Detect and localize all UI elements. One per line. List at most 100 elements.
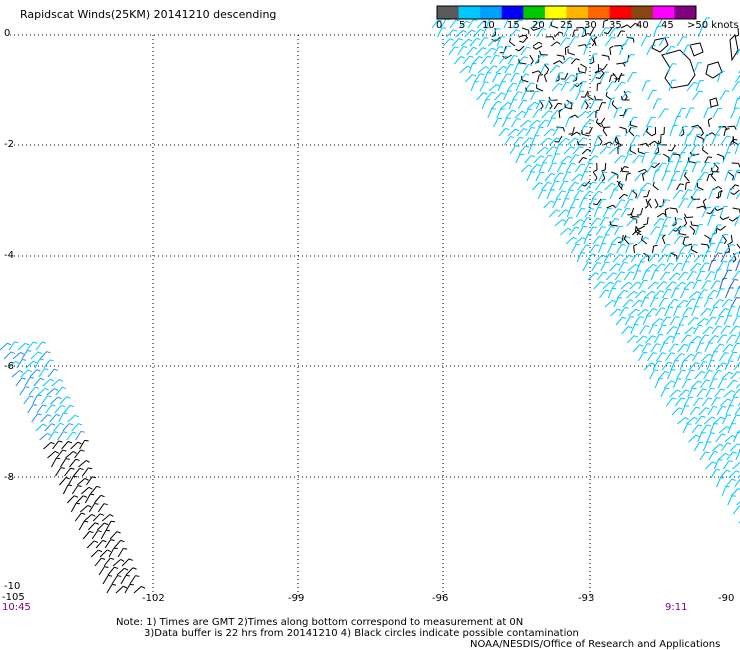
wind-barb bbox=[731, 414, 737, 425]
wind-barb bbox=[716, 207, 724, 211]
wind-barb bbox=[674, 353, 682, 362]
wind-barb-flag bbox=[46, 433, 51, 436]
wind-barb bbox=[562, 101, 571, 110]
wind-barb bbox=[635, 290, 643, 299]
wind-barb bbox=[522, 137, 530, 146]
wind-barb-flag bbox=[616, 263, 621, 266]
wind-barb-flag bbox=[678, 229, 680, 234]
wind-barb-flag bbox=[674, 298, 679, 301]
wind-barb bbox=[651, 318, 661, 326]
wind-barb-flag bbox=[523, 56, 528, 59]
wind-barb bbox=[535, 99, 542, 110]
wind-barb-flag bbox=[660, 133, 665, 136]
wind-barb bbox=[611, 208, 619, 218]
wind-barb bbox=[42, 378, 51, 387]
wind-barb-flag bbox=[513, 82, 518, 85]
legend-swatch bbox=[501, 6, 524, 19]
wind-barb-flag bbox=[80, 430, 85, 433]
wind-barb bbox=[623, 108, 627, 116]
wind-barb bbox=[620, 208, 627, 218]
wind-barb-flag bbox=[70, 467, 75, 470]
wind-barb-flag bbox=[497, 72, 502, 75]
wind-barb-flag bbox=[642, 290, 647, 293]
wind-barb bbox=[602, 129, 608, 137]
wind-barb-flag bbox=[595, 77, 600, 80]
wind-barb bbox=[581, 148, 588, 155]
wind-barb-flag bbox=[653, 244, 658, 247]
wind-barb-flag bbox=[539, 50, 542, 55]
wind-barb-flag bbox=[564, 103, 566, 108]
wind-barb bbox=[652, 170, 657, 182]
wind-barb-flag bbox=[135, 575, 140, 577]
wind-barb-flag bbox=[583, 137, 588, 140]
wind-barb bbox=[527, 144, 533, 155]
wind-barb bbox=[639, 254, 648, 263]
legend-swatch bbox=[458, 6, 481, 19]
wind-barb bbox=[681, 379, 688, 389]
wind-barb bbox=[621, 254, 630, 263]
wind-barb-flag bbox=[449, 38, 454, 41]
wind-barb bbox=[704, 342, 710, 353]
wind-barb bbox=[604, 182, 613, 191]
wind-barb bbox=[609, 263, 617, 272]
wind-barb bbox=[734, 215, 740, 227]
wind-barb bbox=[713, 459, 719, 470]
wind-barb-flag bbox=[592, 203, 598, 206]
wind-barb-flag bbox=[639, 344, 644, 347]
wind-barb-flag bbox=[654, 204, 659, 209]
wind-barb bbox=[626, 218, 635, 227]
wind-barb bbox=[544, 99, 550, 110]
wind-barb bbox=[664, 161, 670, 173]
wind-barb-flag bbox=[647, 182, 652, 185]
wind-barb bbox=[544, 173, 552, 182]
wind-barb bbox=[596, 271, 604, 281]
wind-barb-flag bbox=[27, 350, 32, 352]
wind-barb bbox=[492, 117, 499, 128]
wind-barb-flag bbox=[601, 178, 606, 182]
wind-barb-flag bbox=[634, 22, 640, 26]
wind-barb-flag bbox=[593, 169, 598, 173]
wind-barb-flag bbox=[458, 38, 463, 41]
wind-barb bbox=[717, 71, 722, 83]
wind-barb-flag bbox=[59, 422, 64, 426]
wind-barb bbox=[34, 358, 41, 369]
wind-barb bbox=[564, 189, 571, 200]
wind-barb bbox=[32, 394, 38, 405]
wind-barb-flag bbox=[674, 343, 679, 346]
wind-barb-flag bbox=[682, 281, 687, 285]
wind-barb-flag bbox=[538, 41, 543, 45]
wind-barb bbox=[646, 44, 653, 56]
wind-barb-flag bbox=[565, 45, 570, 49]
wind-barb-flag bbox=[507, 102, 512, 105]
lon-label: -102 bbox=[142, 593, 165, 604]
wind-barb bbox=[710, 175, 717, 182]
wind-barb-flag bbox=[576, 140, 580, 145]
wind-barb bbox=[448, 46, 456, 56]
wind-barb-flag bbox=[44, 368, 49, 371]
wind-barb bbox=[451, 38, 460, 47]
wind-barb bbox=[525, 127, 532, 137]
wind-barb bbox=[696, 388, 704, 398]
wind-barb-flag bbox=[720, 388, 725, 391]
wind-barb bbox=[710, 397, 718, 407]
wind-barb-flag bbox=[700, 254, 705, 257]
wind-barb bbox=[684, 327, 693, 335]
wind-barb bbox=[602, 63, 608, 70]
wind-barb-flag bbox=[538, 182, 544, 185]
wind-barb-flag bbox=[728, 298, 733, 302]
wind-barb-flag bbox=[665, 36, 670, 39]
wind-barb-flag bbox=[635, 308, 640, 312]
wind-barb bbox=[541, 110, 549, 119]
wind-barb-flag bbox=[668, 361, 673, 364]
wind-barb bbox=[611, 171, 618, 176]
wind-barb bbox=[730, 488, 739, 497]
wind-barb-flag bbox=[567, 227, 572, 231]
wind-barb bbox=[15, 377, 23, 387]
wind-barb-flag bbox=[72, 451, 77, 454]
wind-barb bbox=[721, 299, 729, 308]
wind-barb-flag bbox=[629, 254, 634, 258]
wind-barb bbox=[732, 140, 739, 146]
wind-barb bbox=[726, 260, 731, 272]
wind-barb-flag bbox=[647, 198, 652, 203]
wind-barb-flag bbox=[57, 396, 62, 400]
